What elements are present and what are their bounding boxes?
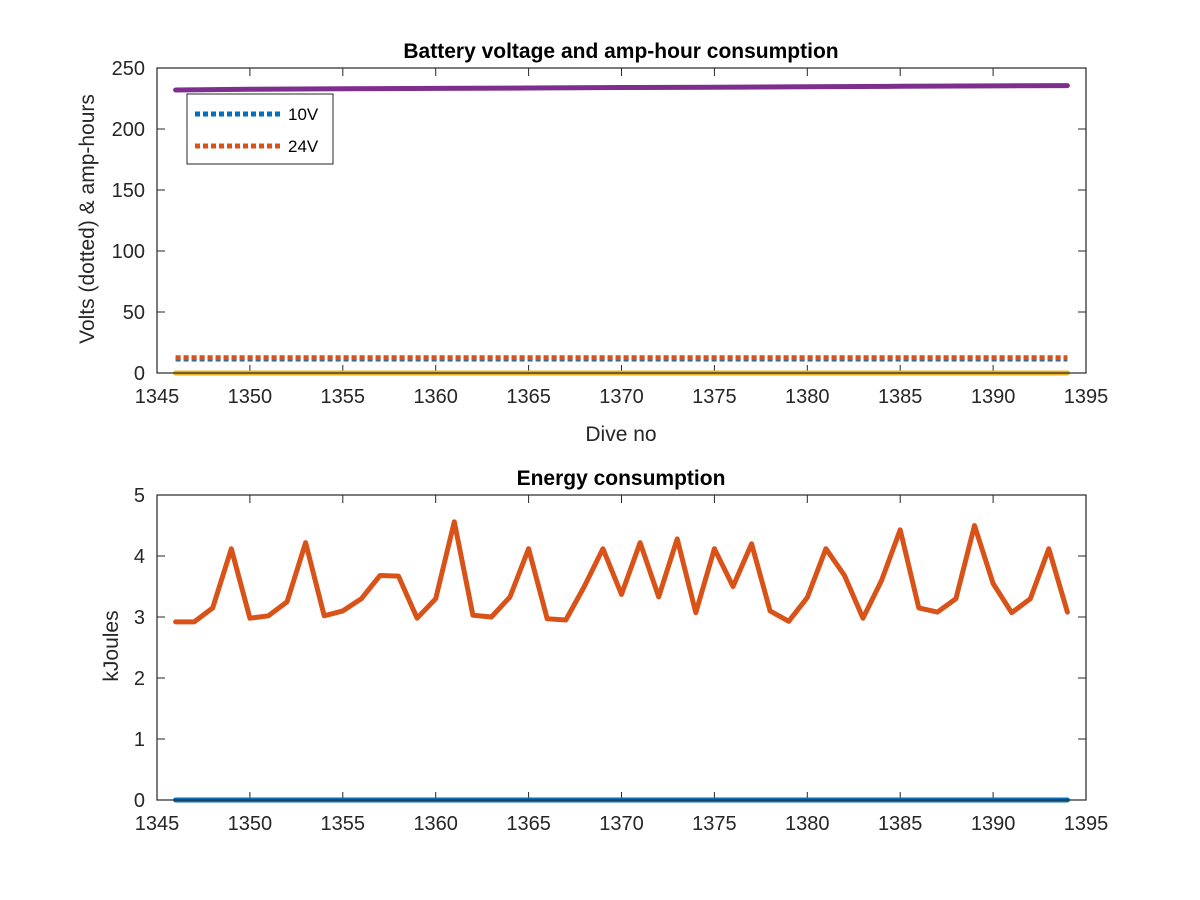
chart-title: Energy consumption (517, 467, 726, 490)
tick-group: 1345 1350 1355 1360 1365 1370 1375 1380 1385 1390… (112, 58, 1109, 408)
plot-frame (156, 494, 1087, 801)
x-tick-label: 1350 (228, 813, 273, 835)
tick-group: 1345 1350 1355 1360 1365 1370 1375 1380 1385 1390… (134, 485, 1108, 835)
x-tick-label: 1390 (971, 386, 1016, 408)
y-tick-label: 5 (134, 485, 145, 507)
x-tick-label: 1375 (692, 386, 737, 408)
voltage-subplot: Battery voltage and amp-hour consumption… (76, 40, 1108, 446)
y-tick-label: 100 (112, 241, 145, 263)
y-tick-label: 3 (134, 607, 145, 629)
y-tick-label: 1 (134, 729, 145, 751)
x-tick-label: 1360 (413, 813, 458, 835)
y-axis-label: kJoules (100, 610, 123, 681)
y-tick-label: 150 (112, 180, 145, 202)
x-tick-label: 1370 (599, 386, 644, 408)
x-tick-label: 1385 (878, 813, 923, 835)
y-tick-label: 200 (112, 119, 145, 141)
x-tick-label: 1345 (135, 386, 180, 408)
x-tick-label: 1370 (599, 813, 644, 835)
plot-frame (156, 67, 1087, 374)
legend-box (186, 93, 334, 165)
y-tick-label: 2 (134, 668, 145, 690)
y-axis-label: Volts (dotted) & amp-hours (76, 94, 99, 344)
chart-title: Battery voltage and amp-hour consumption (403, 40, 838, 63)
x-tick-label: 1380 (785, 813, 830, 835)
series-line-1 (173, 519, 1070, 625)
y-tick-label: 50 (123, 302, 145, 324)
series-group (173, 519, 1070, 803)
x-tick-label: 1395 (1064, 386, 1109, 408)
x-tick-label: 1365 (506, 386, 551, 408)
y-tick-label: 0 (134, 363, 145, 385)
y-tick-label: 0 (134, 790, 145, 812)
x-tick-label: 1380 (785, 386, 830, 408)
x-tick-label: 1365 (506, 813, 551, 835)
legend: 10V 24V (186, 93, 334, 165)
y-tick-label: 4 (134, 546, 145, 568)
series-line-4 (173, 83, 1070, 93)
x-tick-label: 1355 (321, 386, 366, 408)
legend-label-10v: 10V (288, 105, 319, 124)
x-tick-label: 1345 (135, 813, 180, 835)
x-tick-label: 1360 (413, 386, 458, 408)
x-axis-label: Dive no (585, 423, 656, 446)
x-tick-label: 1375 (692, 813, 737, 835)
x-tick-label: 1390 (971, 813, 1016, 835)
y-tick-label: 250 (112, 58, 145, 80)
legend-label-24v: 24V (288, 137, 319, 156)
x-tick-label: 1350 (228, 386, 273, 408)
x-tick-label: 1385 (878, 386, 923, 408)
x-tick-label: 1395 (1064, 813, 1109, 835)
x-tick-label: 1355 (321, 813, 366, 835)
energy-subplot: Energy consumption kJoules 1345 1350 1355 1… (100, 467, 1108, 835)
